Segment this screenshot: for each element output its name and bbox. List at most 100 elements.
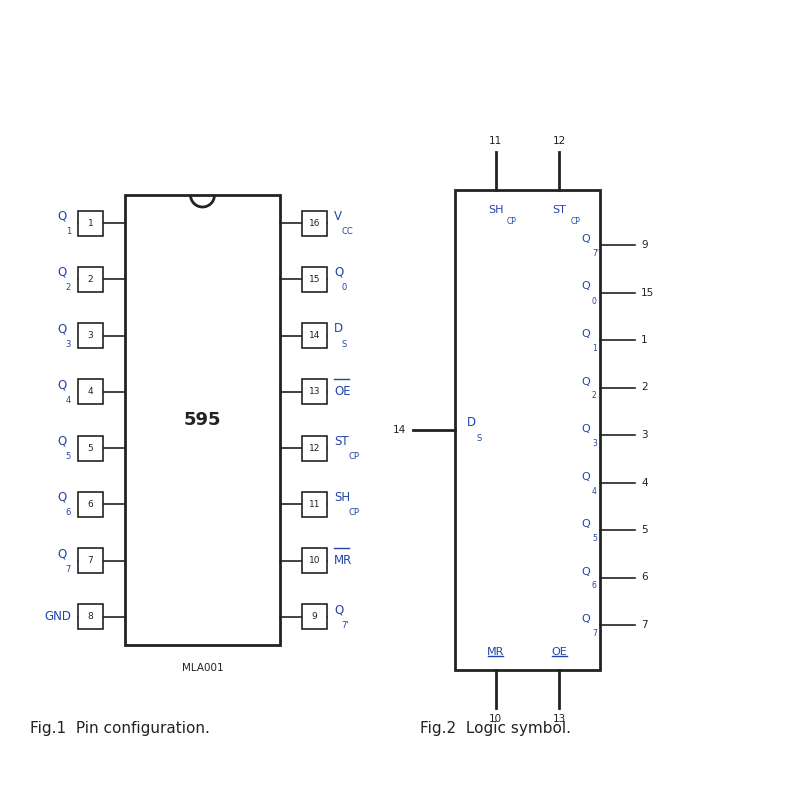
Bar bbox=[302, 267, 327, 292]
Text: 12: 12 bbox=[553, 136, 566, 146]
Text: 7': 7' bbox=[341, 621, 349, 630]
Text: 7: 7 bbox=[641, 620, 648, 630]
Text: Q: Q bbox=[582, 329, 590, 339]
Bar bbox=[302, 210, 327, 236]
Text: 7': 7' bbox=[592, 249, 599, 258]
Text: 5: 5 bbox=[88, 444, 94, 453]
Text: 1: 1 bbox=[88, 218, 94, 228]
Text: 2: 2 bbox=[66, 283, 71, 292]
Text: 9: 9 bbox=[312, 612, 318, 622]
Text: Q: Q bbox=[582, 471, 590, 482]
Text: Q: Q bbox=[582, 377, 590, 386]
Bar bbox=[78, 436, 103, 461]
Text: 5: 5 bbox=[641, 525, 648, 535]
Text: S: S bbox=[477, 434, 482, 443]
Bar bbox=[78, 267, 103, 292]
Text: OE: OE bbox=[551, 647, 567, 657]
Text: OE: OE bbox=[334, 386, 350, 398]
Text: CP: CP bbox=[570, 217, 580, 226]
Text: 0: 0 bbox=[341, 283, 346, 292]
Text: 3: 3 bbox=[66, 340, 71, 349]
Text: 3: 3 bbox=[592, 439, 597, 448]
Text: 13: 13 bbox=[309, 387, 320, 396]
Bar bbox=[302, 436, 327, 461]
Bar bbox=[78, 492, 103, 517]
Bar bbox=[78, 323, 103, 348]
Text: Q: Q bbox=[58, 491, 67, 504]
Text: 2: 2 bbox=[88, 275, 94, 284]
Text: 1: 1 bbox=[592, 344, 597, 353]
Text: 14: 14 bbox=[393, 425, 406, 435]
Bar bbox=[78, 548, 103, 573]
Text: 10: 10 bbox=[489, 714, 502, 724]
Text: 11: 11 bbox=[489, 136, 502, 146]
Text: Q: Q bbox=[58, 210, 67, 222]
Text: 4: 4 bbox=[592, 486, 597, 495]
Text: Q: Q bbox=[334, 266, 343, 279]
Text: 3: 3 bbox=[641, 430, 648, 440]
Text: MR: MR bbox=[487, 647, 504, 657]
Text: Q: Q bbox=[58, 266, 67, 279]
Bar bbox=[302, 379, 327, 404]
Text: Q: Q bbox=[58, 434, 67, 448]
Bar bbox=[125, 195, 280, 645]
Text: Q: Q bbox=[58, 378, 67, 391]
Text: 3: 3 bbox=[88, 331, 94, 340]
Text: 16: 16 bbox=[309, 218, 320, 228]
Text: 595: 595 bbox=[184, 411, 222, 429]
Text: D: D bbox=[334, 322, 343, 335]
Text: 1: 1 bbox=[66, 227, 71, 236]
Text: Q: Q bbox=[334, 603, 343, 616]
Text: 5: 5 bbox=[592, 534, 597, 543]
Text: ST: ST bbox=[553, 205, 566, 215]
Text: CP: CP bbox=[349, 452, 359, 461]
Text: Fig.2  Logic symbol.: Fig.2 Logic symbol. bbox=[420, 721, 571, 735]
Text: Q: Q bbox=[58, 322, 67, 335]
Bar bbox=[455, 190, 600, 670]
Text: 4: 4 bbox=[88, 387, 94, 396]
Text: Q: Q bbox=[582, 566, 590, 577]
Text: Q: Q bbox=[582, 234, 590, 244]
Text: Q: Q bbox=[58, 547, 67, 560]
Text: 7: 7 bbox=[88, 556, 94, 565]
Text: 4: 4 bbox=[641, 478, 648, 487]
Text: 13: 13 bbox=[553, 714, 566, 724]
Text: 15: 15 bbox=[641, 287, 654, 298]
Text: ST: ST bbox=[334, 434, 349, 448]
Text: SH: SH bbox=[334, 491, 350, 504]
Text: 8: 8 bbox=[88, 612, 94, 622]
Text: 1: 1 bbox=[641, 335, 648, 345]
Text: D: D bbox=[467, 417, 476, 430]
Text: 15: 15 bbox=[309, 275, 320, 284]
Text: CP: CP bbox=[349, 508, 359, 518]
Text: 5: 5 bbox=[66, 452, 71, 461]
Text: 7: 7 bbox=[592, 629, 597, 638]
Text: V: V bbox=[334, 210, 342, 222]
Bar bbox=[302, 492, 327, 517]
Text: 4: 4 bbox=[66, 396, 71, 405]
Text: MLA001: MLA001 bbox=[182, 663, 223, 673]
Bar bbox=[78, 210, 103, 236]
Text: Q: Q bbox=[582, 424, 590, 434]
Text: SH: SH bbox=[488, 205, 503, 215]
Text: 6: 6 bbox=[641, 573, 648, 582]
Bar bbox=[78, 604, 103, 630]
Bar bbox=[302, 323, 327, 348]
Text: 9: 9 bbox=[641, 240, 648, 250]
Bar bbox=[78, 379, 103, 404]
Text: 11: 11 bbox=[309, 500, 320, 509]
Text: 6: 6 bbox=[88, 500, 94, 509]
Text: 2: 2 bbox=[592, 391, 597, 401]
Text: S: S bbox=[341, 340, 346, 349]
Text: 14: 14 bbox=[309, 331, 320, 340]
Text: Q: Q bbox=[582, 282, 590, 291]
Text: 0: 0 bbox=[592, 297, 597, 306]
Text: 10: 10 bbox=[309, 556, 320, 565]
Text: 6: 6 bbox=[592, 582, 597, 590]
Text: CP: CP bbox=[506, 217, 517, 226]
Text: Q: Q bbox=[582, 519, 590, 529]
Text: GND: GND bbox=[44, 610, 71, 623]
Text: 7: 7 bbox=[66, 565, 71, 574]
Text: MR: MR bbox=[334, 554, 352, 567]
Text: 12: 12 bbox=[309, 444, 320, 453]
